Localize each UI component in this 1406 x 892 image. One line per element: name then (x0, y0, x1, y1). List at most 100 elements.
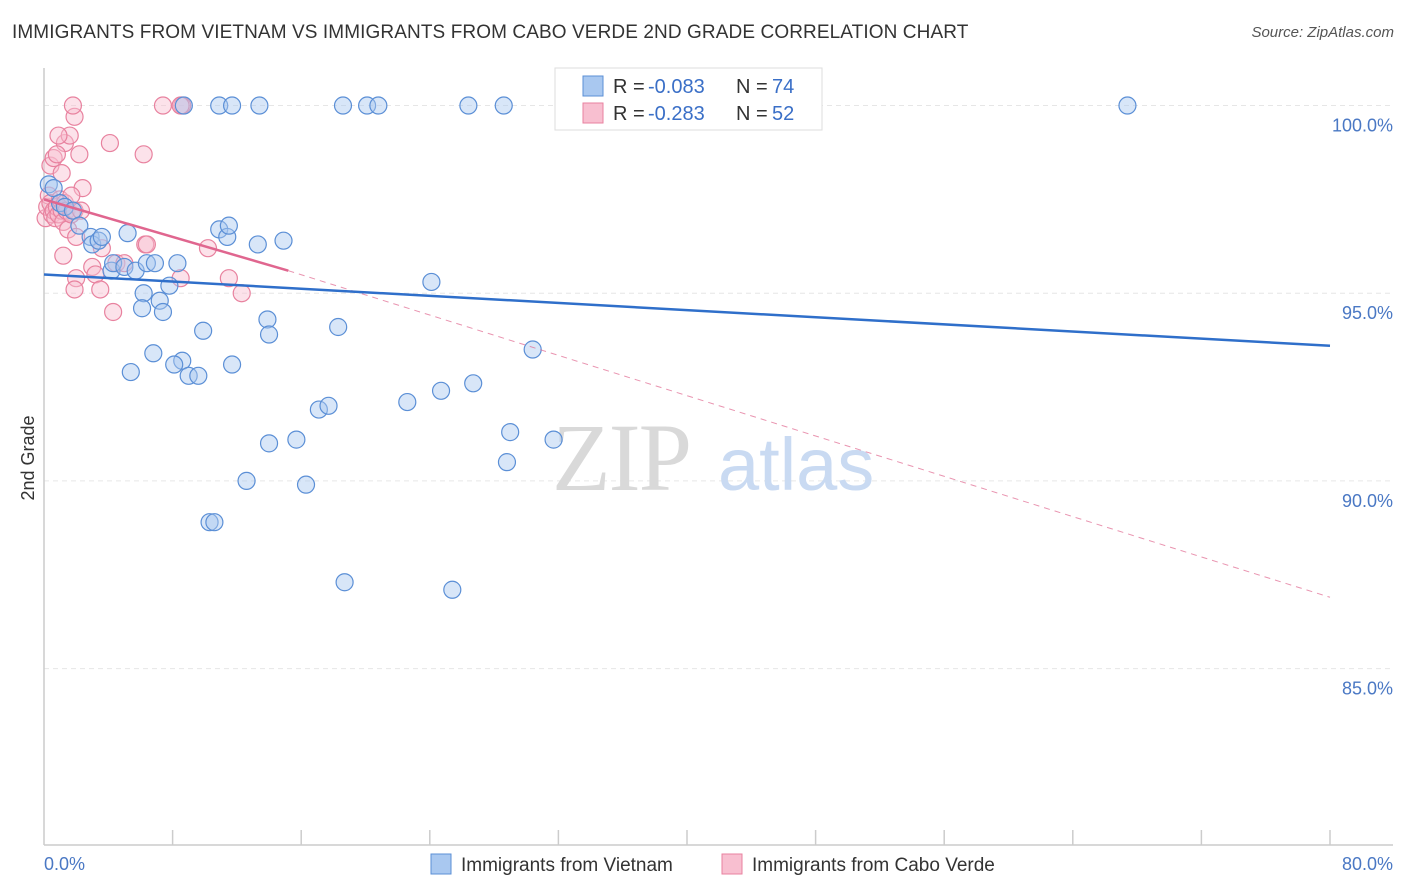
y-tick-label-85: 85.0% (1342, 679, 1393, 699)
vietnam-point-64 (459, 96, 478, 115)
vietnam-point-34 (222, 355, 242, 374)
legend-n-label-vietnam: N = (736, 76, 768, 98)
vietnam-point-9 (92, 227, 111, 247)
cabo-point-48 (65, 280, 84, 299)
vietnam-point-26 (248, 235, 267, 254)
vietnam-point-48 (501, 423, 520, 442)
cabo-point-44 (86, 265, 105, 284)
vietnam-point-51 (237, 471, 256, 490)
stats-legend: R = -0.083 N = 74 R = -0.283 N = 52 (554, 67, 823, 131)
vietnam-point-13 (115, 257, 134, 277)
cabo-point-22 (70, 145, 89, 164)
vietnam-point-63 (369, 96, 388, 115)
vietnam-point-56 (443, 580, 462, 599)
cabo-trend-line (43, 198, 289, 272)
legend-r-label-vietnam: R = (613, 76, 645, 98)
cabo-point-49 (91, 280, 110, 299)
vietnam-point-19 (134, 284, 153, 303)
y-tick-labels: 85.0% 90.0% 95.0% 100.0% (1332, 116, 1393, 699)
vietnam-point-41 (398, 392, 417, 412)
grid-lines (44, 105, 1393, 670)
x-tick-label-max: 80.0% (1342, 854, 1393, 874)
vietnam-point-59 (222, 96, 242, 115)
cabo-point-29 (49, 126, 68, 145)
y-tick-label-95: 95.0% (1342, 303, 1393, 323)
vietnam-point-5 (70, 216, 89, 235)
vietnam-point-57 (174, 96, 193, 115)
bottom-legend-label-vietnam: Immigrants from Vietnam (461, 855, 673, 876)
vietnam-point-12 (104, 254, 123, 273)
x-tick-label-min: 0.0% (44, 854, 85, 874)
cabo-point-30 (100, 133, 120, 153)
vietnam-point-54 (205, 513, 224, 532)
vietnam-point-52 (296, 475, 316, 494)
cabo-point-27 (65, 107, 84, 126)
vietnam-point-47 (259, 434, 279, 453)
legend-n-value-vietnam: 74 (772, 76, 794, 98)
vietnam-point-46 (287, 430, 306, 449)
x-tick-marks (171, 830, 1331, 845)
legend-r-value-cabo: -0.283 (648, 103, 705, 125)
legend-r-value-vietnam: -0.083 (648, 76, 705, 98)
legend-r-label-cabo: R = (613, 103, 645, 125)
vietnam-point-30 (194, 321, 213, 340)
cabo-point-23 (52, 164, 71, 183)
vietnam-point-27 (274, 231, 293, 250)
cabo-point-36 (67, 227, 86, 247)
vietnam-point-33 (165, 355, 184, 374)
trend-lines (43, 198, 1331, 598)
vietnam-point-25 (219, 216, 238, 235)
y-tick-label-90: 90.0% (1342, 491, 1393, 511)
vietnam-point-39 (422, 272, 441, 292)
vietnam-point-36 (179, 366, 198, 385)
vietnam-point-43 (464, 374, 483, 393)
cabo-point-35 (54, 246, 73, 265)
cabo-point-50 (232, 284, 251, 303)
cabo-point-21 (47, 145, 66, 164)
vietnam-point-53 (200, 513, 219, 532)
y-axis-label: 2nd Grade (18, 415, 38, 500)
vietnam-point-50 (497, 453, 517, 472)
chart-title: IMMIGRANTS FROM VIETNAM VS IMMIGRANTS FR… (12, 22, 969, 43)
vietnam-point-61 (333, 96, 353, 115)
vietnam-point-35 (121, 362, 140, 382)
vietnam-point-22 (153, 302, 173, 322)
bottom-legend-label-cabo: Immigrants from Cabo Verde (752, 855, 995, 876)
cabo-point-39 (137, 235, 156, 254)
legend-swatch-cabo (582, 102, 604, 124)
vietnam-point-24 (218, 227, 237, 247)
vietnam-point-29 (259, 325, 279, 344)
cabo-trend-extension (288, 270, 1331, 598)
vietnam-point-40 (523, 340, 542, 359)
vietnam-point-49 (544, 430, 563, 449)
cabo-point-45 (67, 269, 86, 288)
vietnam-point-1 (44, 179, 63, 198)
vietnam-point-60 (250, 96, 269, 115)
vietnam-point-16 (145, 254, 165, 273)
vietnam-point-42 (431, 381, 451, 400)
y-tick-label-100: 100.0% (1332, 116, 1393, 136)
vietnam-point-18 (160, 276, 179, 295)
cabo-point-51 (104, 302, 123, 322)
vietnam-point-28 (258, 310, 277, 329)
vietnam-point-38 (329, 317, 348, 337)
cabo-point-47 (219, 269, 238, 288)
series-legend: Immigrants from Vietnam Immigrants from … (430, 853, 995, 876)
vietnam-point-10 (118, 224, 137, 243)
legend-n-label-cabo: N = (736, 103, 768, 125)
watermark-zip: ZIP (552, 404, 690, 511)
vietnam-point-44 (309, 400, 328, 419)
source-label: Source: ZipAtlas.com (1251, 24, 1394, 41)
vietnam-point-65 (494, 96, 513, 115)
vietnam-point-58 (210, 96, 229, 115)
vietnam-point-31 (144, 344, 163, 363)
vietnam-trend-line (43, 273, 1331, 348)
vietnam-point-17 (168, 254, 187, 273)
cabo-point-28 (63, 96, 83, 115)
vietnam-point-67 (1118, 96, 1137, 115)
cabo-point-31 (134, 145, 153, 164)
vietnam-points (39, 96, 1137, 599)
vietnam-point-37 (189, 366, 208, 385)
bottom-legend-swatch-vietnam (430, 853, 452, 875)
